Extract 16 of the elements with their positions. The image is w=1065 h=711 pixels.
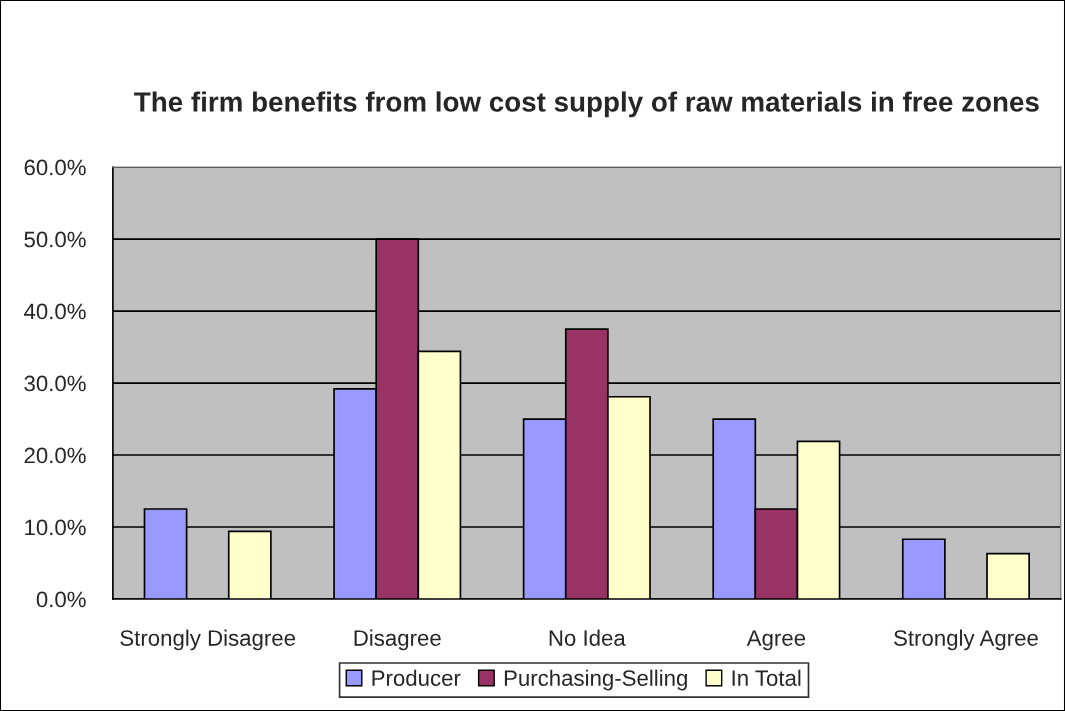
y-tick-label: 0.0% bbox=[36, 591, 86, 608]
chart-title: The firm benefits from low cost supply of raw materials in free zones bbox=[134, 91, 1039, 118]
y-tick-label: 30.0% bbox=[24, 375, 86, 392]
y-tick-label: 20.0% bbox=[24, 447, 86, 464]
y-tick-label: 40.0% bbox=[24, 303, 86, 320]
x-tick-label: No Idea bbox=[549, 629, 626, 646]
x-tick-label: Strongly Agree bbox=[894, 629, 1038, 651]
x-tick-label: Strongly Disagree bbox=[120, 629, 296, 651]
x-tick-label: Agree bbox=[746, 630, 806, 651]
y-tick-label: 10.0% bbox=[25, 519, 86, 536]
legend-label: Purchasing-Selling bbox=[504, 669, 687, 691]
y-tick-label: 60.0% bbox=[24, 159, 86, 176]
x-tick-label: Disagree bbox=[354, 629, 441, 651]
legend-label: Producer bbox=[372, 669, 461, 686]
legend-label: In Total bbox=[732, 669, 801, 686]
y-tick-label: 50.0% bbox=[24, 231, 86, 248]
